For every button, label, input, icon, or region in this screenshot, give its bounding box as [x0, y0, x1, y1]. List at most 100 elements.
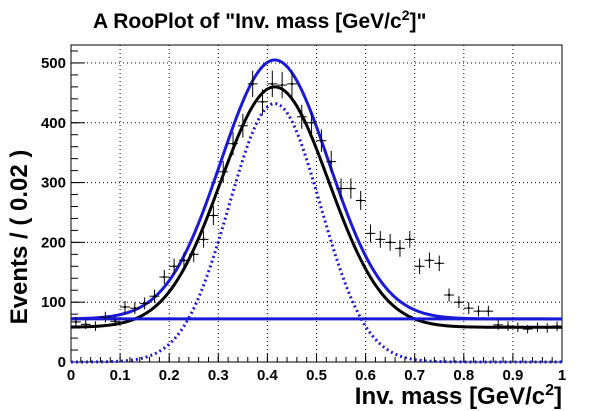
y-tick-label: 0 — [58, 354, 66, 371]
chart-title: A RooPlot of "Inv. mass [GeV/c2]" — [93, 7, 426, 33]
data-point — [188, 246, 199, 263]
data-marker — [261, 100, 264, 104]
data-point — [345, 178, 356, 199]
data-point — [493, 320, 504, 330]
data-marker — [339, 187, 343, 190]
data-point — [179, 252, 189, 269]
data-marker — [172, 265, 176, 268]
data-point — [287, 70, 297, 98]
data-marker — [290, 82, 294, 86]
data-marker — [231, 142, 235, 145]
data-marker — [408, 238, 411, 241]
data-point — [198, 231, 209, 248]
data-point — [444, 288, 454, 302]
data-marker — [428, 259, 431, 262]
y-tick-label: 200 — [41, 234, 66, 251]
data-point — [503, 321, 513, 331]
data-marker — [516, 326, 520, 329]
data-marker — [320, 139, 323, 142]
data-marker — [477, 309, 480, 313]
axis-ticks — [70, 50, 563, 363]
data-marker — [241, 124, 245, 127]
data-points — [71, 70, 562, 334]
data-point — [395, 239, 405, 257]
y-tick-label: 100 — [41, 294, 66, 311]
data-point — [473, 305, 484, 317]
data-point — [90, 321, 101, 331]
data-marker — [133, 306, 137, 310]
data-point — [542, 323, 553, 333]
chart-title-main: A RooPlot of "Inv. mass [GeV/c — [93, 10, 402, 33]
data-point — [149, 289, 160, 303]
data-marker — [251, 82, 254, 86]
data-point — [434, 255, 445, 272]
x-tick-label: 0.8 — [453, 367, 474, 384]
data-marker — [546, 326, 549, 330]
data-marker — [526, 327, 529, 331]
fit-curve-1 — [70, 85, 562, 329]
data-marker — [280, 83, 284, 87]
data-point — [80, 319, 91, 330]
data-marker — [359, 199, 362, 202]
x-tick-label: 0.2 — [159, 367, 180, 384]
fit-curve-4 — [71, 102, 562, 364]
data-marker — [349, 187, 353, 190]
x-tick-labels: 0 0.1 0.2 0.3 0.4 0.5 0.6 0.7 0.8 0.9 1 — [67, 367, 566, 384]
data-marker — [300, 115, 303, 118]
y-axis-title: Events / ( 0.02 ) — [6, 150, 33, 325]
data-marker — [496, 323, 500, 327]
data-point — [336, 178, 346, 199]
data-point — [306, 110, 317, 135]
data-marker — [379, 238, 382, 241]
data-point — [218, 161, 229, 183]
data-point — [375, 231, 386, 248]
data-marker — [153, 295, 156, 298]
data-point — [404, 231, 415, 248]
x-tick-label: 0.5 — [306, 367, 327, 384]
x-tick-label: 0.7 — [404, 367, 425, 384]
data-point — [365, 224, 376, 243]
data-marker — [182, 259, 186, 262]
x-axis-title-end: ] — [554, 383, 562, 410]
data-point — [129, 302, 140, 315]
data-point — [257, 89, 268, 115]
data-point — [522, 324, 533, 334]
x-tick-label: 0 — [67, 367, 75, 384]
data-point — [159, 269, 170, 285]
fit-curves — [70, 58, 562, 364]
data-point — [424, 252, 435, 269]
data-point — [463, 302, 474, 315]
data-point — [552, 321, 562, 331]
x-tick-label: 0.4 — [257, 367, 279, 384]
data-marker — [202, 238, 205, 241]
data-marker — [447, 293, 451, 297]
data-point — [110, 316, 121, 327]
data-marker — [94, 324, 97, 328]
x-axis-title-superscript: 2 — [545, 382, 554, 399]
data-point — [532, 322, 543, 333]
data-marker — [487, 309, 490, 313]
data-point — [453, 296, 464, 309]
y-tick-labels: 0 100 200 300 400 500 — [41, 55, 66, 371]
y-tick-label: 500 — [41, 55, 66, 72]
data-point — [120, 300, 130, 313]
x-tick-label: 0.1 — [110, 367, 131, 384]
x-axis-title: Inv. mass [GeV/c2] — [355, 382, 562, 410]
x-tick-label: 0.3 — [208, 367, 229, 384]
data-point — [169, 258, 180, 275]
data-point — [414, 258, 425, 275]
data-point — [71, 317, 81, 327]
data-point — [139, 297, 150, 310]
data-marker — [418, 265, 421, 268]
data-point — [296, 104, 307, 129]
data-marker — [330, 160, 333, 163]
data-point — [316, 129, 327, 153]
data-point — [247, 70, 258, 98]
chart-title-superscript: 2 — [402, 7, 410, 23]
data-point — [267, 70, 278, 98]
data-marker — [506, 324, 510, 328]
data-marker — [74, 320, 78, 324]
data-point — [228, 132, 238, 156]
data-marker — [192, 253, 195, 256]
